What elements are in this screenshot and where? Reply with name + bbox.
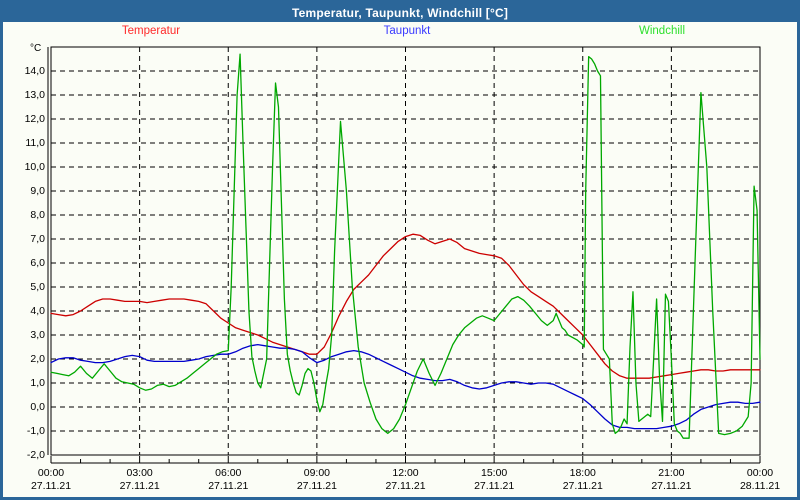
plot-frame [50,46,761,456]
window-titlebar: Temperatur, Taupunkt, Windchill [°C] [3,3,797,22]
legend-item-temperatur: Temperatur [121,25,181,37]
chart-canvas [47,46,761,464]
series-line-windchill [50,53,761,439]
window-title: Temperatur, Taupunkt, Windchill [°C] [291,5,509,20]
plot-area [3,3,797,497]
y-axis-unit-label: °C [30,43,42,54]
chart-legend: Temperatur Taupunkt Windchill [3,22,797,41]
legend-item-taupunkt: Taupunkt [383,25,431,37]
series-line-temperatur [50,233,761,379]
legend-item-windchill: Windchill [638,25,686,37]
series-line-taupunkt [50,343,761,430]
